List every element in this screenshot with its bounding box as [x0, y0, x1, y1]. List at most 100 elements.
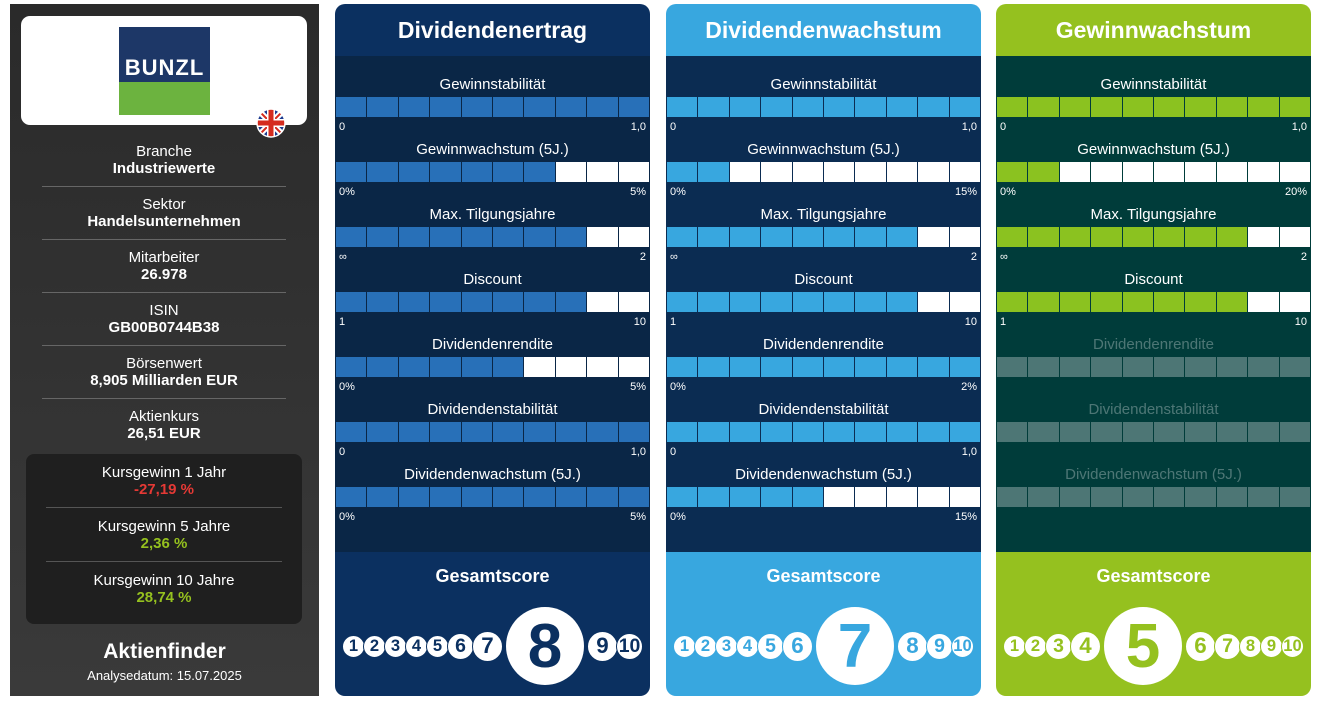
bar-cell: [524, 162, 555, 182]
bar-cell: [729, 162, 761, 182]
bar-cell: [618, 162, 650, 182]
bar-cell: [587, 487, 618, 507]
metric-max: 1,0: [630, 121, 646, 133]
bar-cell: [667, 227, 698, 247]
metric-label: Max. Tilgungsjahre: [1090, 206, 1217, 223]
bar-cell: [761, 357, 792, 377]
bar-cell: [1185, 97, 1216, 117]
metric-row: Dividendenstabilität 0 1,0: [666, 399, 981, 464]
bar-cell: [398, 357, 430, 377]
metric-max: 10: [633, 316, 646, 328]
score-step: 9: [587, 630, 618, 662]
metric-label: Dividendenwachstum (5J.): [1065, 466, 1242, 483]
bar-cell: [618, 422, 650, 442]
bar-cell: [1059, 422, 1091, 442]
bar-cell: [855, 162, 886, 182]
metric-min: 0: [670, 446, 677, 458]
metric-bar: [667, 97, 981, 117]
metric-label: Gewinnwachstum (5J.): [1077, 141, 1230, 158]
fact-label: Börsenwert: [126, 355, 202, 372]
bar-cell: [824, 227, 855, 247]
bar-cell: [1279, 292, 1311, 312]
score-value: 8: [506, 607, 584, 685]
score-step: 3: [384, 634, 407, 658]
metric-max: 2: [1300, 251, 1307, 263]
bar-cell: [792, 227, 824, 247]
bar-cell: [729, 422, 761, 442]
metric-max: 1,0: [961, 121, 977, 133]
bar-cell: [918, 422, 949, 442]
bar-cell: [886, 487, 918, 507]
metric-bar: [667, 292, 981, 312]
bar-cell: [729, 292, 761, 312]
metric-label: Max. Tilgungsjahre: [429, 206, 556, 223]
bar-cell: [1279, 357, 1311, 377]
bar-cell: [555, 357, 587, 377]
bar-cell: [792, 487, 824, 507]
bar-cell: [855, 292, 886, 312]
performance-value: 28,74 %: [136, 588, 192, 606]
fact-value: 8,905 Milliarden EUR: [90, 372, 238, 389]
bar-cell: [698, 357, 729, 377]
bar-cell: [1248, 357, 1279, 377]
panel-title: Gewinnwachstum: [1055, 16, 1252, 43]
metric-min: 0%: [339, 186, 355, 198]
bar-cell: [918, 162, 949, 182]
metric-row: Gewinnstabilität 0 1,0: [335, 74, 650, 139]
bar-cell: [698, 162, 729, 182]
metric-min: 0: [339, 446, 346, 458]
bar-cell: [1028, 422, 1059, 442]
score-step: 9: [926, 632, 953, 660]
performance-label: Kursgewinn 5 Jahre: [97, 517, 231, 535]
bar-cell: [493, 422, 524, 442]
score-step: 5: [426, 634, 449, 658]
bar-cell: [949, 487, 981, 507]
metric-min: 1: [1000, 316, 1007, 328]
bar-cell: [667, 357, 698, 377]
bar-cell: [367, 162, 398, 182]
metric-max: 1,0: [630, 446, 646, 458]
bar-cell: [824, 162, 855, 182]
metric-row: Dividendenwachstum (5J.): [996, 464, 1311, 529]
bar-cell: [524, 227, 555, 247]
bar-cell: [1248, 162, 1279, 182]
score-value: 7: [816, 607, 894, 685]
metric-bar: [997, 487, 1311, 507]
bar-cell: [461, 292, 493, 312]
score-step: 4: [736, 634, 759, 658]
bar-cell: [398, 487, 430, 507]
bar-cell: [729, 227, 761, 247]
bar-cell: [949, 422, 981, 442]
bar-cell: [555, 422, 587, 442]
metric-bar: [997, 227, 1311, 247]
bar-cell: [1091, 422, 1122, 442]
metric-label: Gewinnwachstum (5J.): [416, 141, 569, 158]
bar-cell: [493, 292, 524, 312]
bar-cell: [1154, 422, 1185, 442]
fact-label: Mitarbeiter: [128, 249, 200, 266]
bar-cell: [667, 422, 698, 442]
metric-row: Gewinnwachstum (5J.) 0% 20%: [996, 139, 1311, 204]
bar-cell: [761, 227, 792, 247]
bar-cell: [1028, 162, 1059, 182]
bar-cell: [1154, 97, 1185, 117]
bar-cell: [886, 162, 918, 182]
fact-value: GB00B0744B38: [108, 319, 220, 336]
metric-min: 0%: [339, 381, 355, 393]
bar-cell: [1122, 162, 1154, 182]
bar-cell: [824, 292, 855, 312]
bar-cell: [587, 227, 618, 247]
bar-cell: [1185, 292, 1216, 312]
metrics: Gewinnstabilität 0 1,0 Gewinnwachstum (5J.)…: [666, 56, 981, 552]
bar-cell: [367, 422, 398, 442]
metric-max: 15%: [954, 186, 977, 198]
score-panel: Gewinnwachstum Gewinnstabilität 0 1,0 Gewinn…: [996, 4, 1311, 696]
bar-cell: [336, 487, 367, 507]
bar-cell: [886, 227, 918, 247]
bar-cell: [1122, 422, 1154, 442]
score-step: 8: [897, 630, 928, 662]
metric-max: 2: [970, 251, 977, 263]
bar-cell: [824, 487, 855, 507]
performance-label: Kursgewinn 10 Jahre: [93, 571, 235, 589]
bar-cell: [367, 487, 398, 507]
